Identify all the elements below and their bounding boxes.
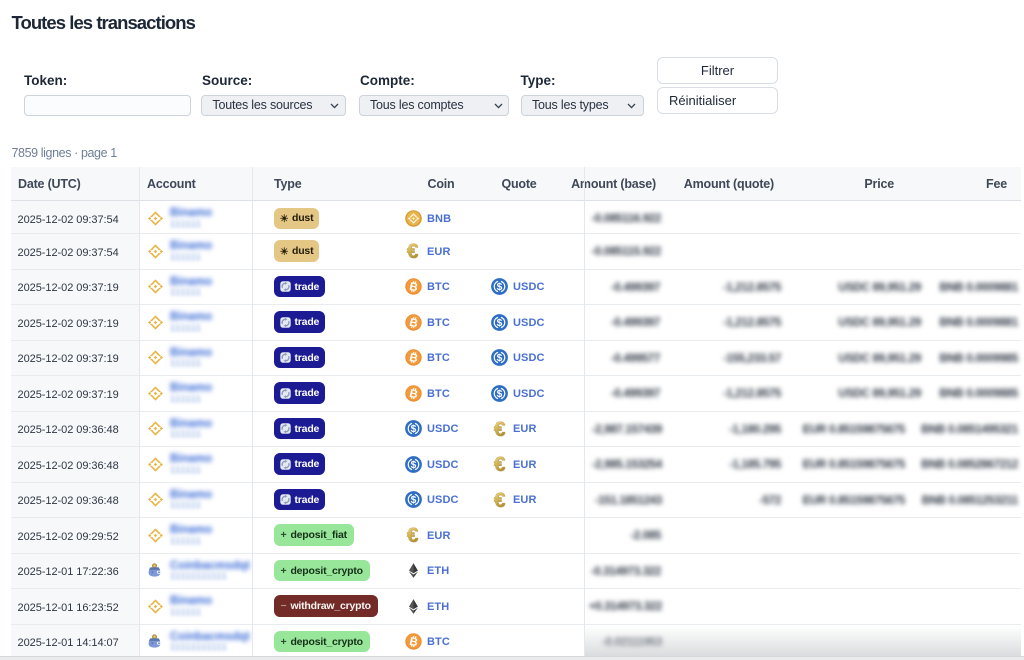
svg-text:$: $ xyxy=(497,282,503,293)
svg-text:B: B xyxy=(408,352,419,365)
svg-text:€: € xyxy=(494,454,506,477)
svg-text:$: $ xyxy=(410,495,416,506)
svg-text:$: $ xyxy=(410,424,416,435)
svg-text:€: € xyxy=(407,240,419,263)
svg-text:€: € xyxy=(493,489,505,512)
svg-text:€: € xyxy=(407,524,419,547)
svg-text:B: B xyxy=(408,281,419,294)
svg-text:€: € xyxy=(494,489,506,512)
svg-text:$: $ xyxy=(497,353,503,364)
svg-text:€: € xyxy=(407,525,419,548)
svg-text:$: $ xyxy=(410,460,416,471)
svg-text:$: $ xyxy=(497,389,503,400)
svg-text:€: € xyxy=(494,418,506,441)
svg-text:€: € xyxy=(407,241,419,264)
svg-text:€: € xyxy=(493,453,505,476)
svg-text:€: € xyxy=(493,418,505,441)
svg-text:$: $ xyxy=(497,318,503,329)
svg-text:B: B xyxy=(408,636,419,649)
svg-text:B: B xyxy=(408,316,419,329)
svg-text:B: B xyxy=(408,387,419,400)
